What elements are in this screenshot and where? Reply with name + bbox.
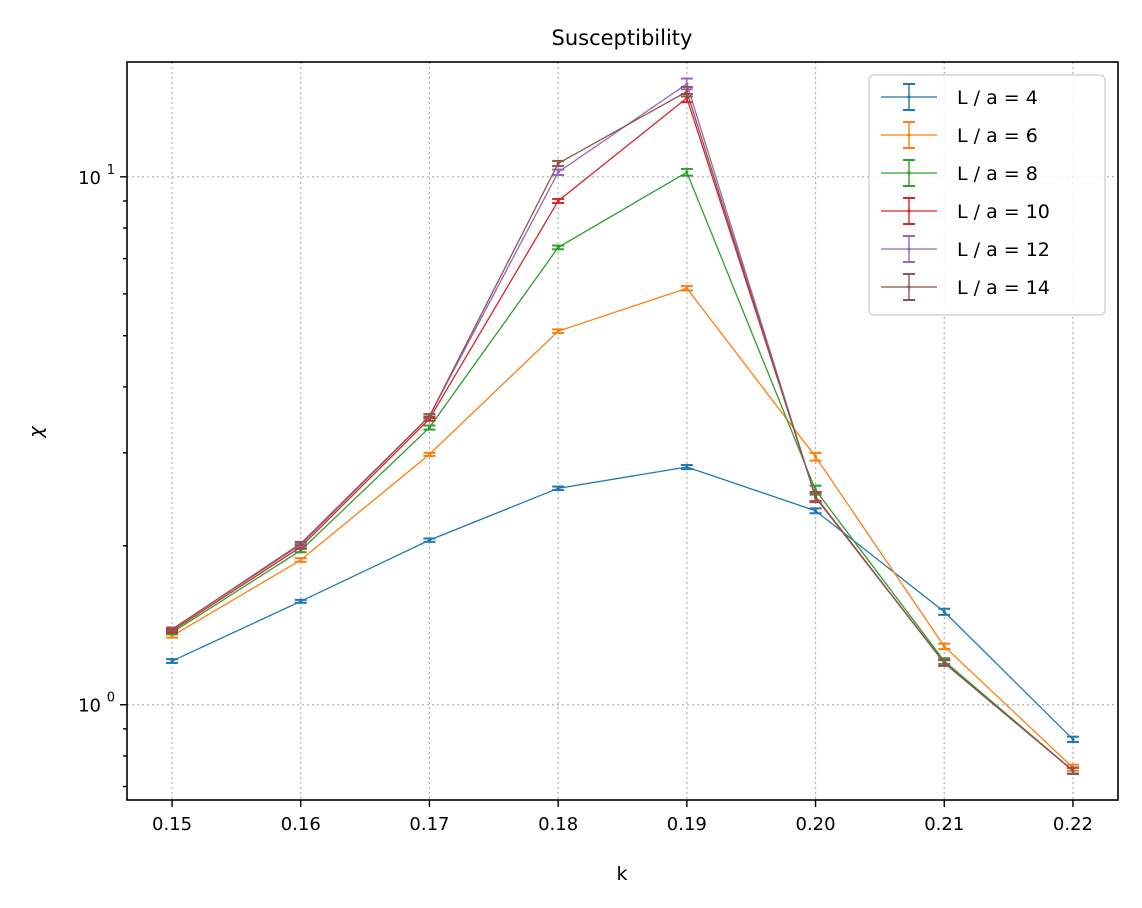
x-axis-label: k (616, 863, 627, 885)
data-point (556, 199, 560, 203)
y-tick-label: 10 (78, 696, 101, 717)
data-point (685, 82, 689, 86)
x-tick-label: 0.21 (924, 814, 964, 835)
data-point (685, 465, 689, 469)
data-point (556, 486, 560, 490)
x-tick-label: 0.18 (538, 814, 578, 835)
data-point (556, 161, 560, 166)
legend-marker (907, 285, 911, 289)
data-point (942, 610, 946, 614)
series-line (171, 90, 1074, 772)
data-point (685, 170, 689, 174)
data-point (942, 644, 946, 648)
y-tick-exponent: 0 (107, 691, 115, 706)
x-tick-label: 0.16 (281, 814, 321, 835)
data-point (556, 170, 560, 174)
legend-marker (907, 209, 911, 213)
data-point (1071, 737, 1075, 741)
data-point (427, 414, 432, 418)
y-tick-exponent: 1 (107, 163, 115, 178)
x-tick-label: 0.19 (667, 814, 707, 835)
legend-label: L / a = 12 (957, 239, 1050, 261)
plot-frame (126, 61, 1119, 801)
data-point (685, 90, 689, 94)
legend-label: L / a = 10 (957, 201, 1050, 223)
data-point (299, 558, 303, 562)
series (166, 285, 1079, 772)
x-axis-ticks: 0.15 0.16 0.17 0.18 0.19 0.20 0.21 0.22 (152, 800, 1093, 835)
data-point (942, 661, 946, 665)
legend-label: L / a = 4 (957, 87, 1038, 109)
data-point (299, 599, 303, 603)
series-line (171, 287, 1074, 769)
series (166, 85, 1079, 775)
y-tick-label: 10 (78, 168, 101, 189)
x-tick-label: 0.22 (1053, 814, 1093, 835)
data-point (427, 452, 432, 456)
data-point (170, 627, 174, 631)
data-point (556, 329, 560, 333)
series (166, 464, 1079, 743)
data-point (813, 509, 818, 513)
legend-marker (907, 95, 911, 99)
data-point (813, 455, 818, 459)
chart-title: Susceptibility (552, 26, 693, 50)
x-tick-label: 0.17 (409, 814, 449, 835)
data-point (556, 245, 560, 250)
legend-label: L / a = 8 (957, 163, 1038, 185)
data-point (427, 425, 432, 430)
legend-marker (907, 247, 911, 251)
legend-marker (907, 171, 911, 175)
series-line (171, 171, 1074, 772)
x-tick-label: 0.15 (152, 814, 192, 835)
legend-label: L / a = 14 (957, 277, 1050, 299)
legend: L / a = 4 L / a = 6 L / a = 8 L / a = 10 L /… (868, 74, 1106, 316)
y-axis-ticks: 10 0 10 1 (78, 163, 127, 788)
data-point (170, 659, 174, 663)
legend-marker (907, 133, 911, 137)
data-point (813, 488, 818, 492)
data-point (299, 541, 303, 546)
plot-series (166, 77, 1079, 775)
series-line (171, 466, 1074, 740)
data-point (1071, 769, 1075, 773)
legend-label: L / a = 6 (957, 125, 1038, 147)
data-point (685, 286, 689, 290)
x-tick-label: 0.20 (796, 814, 836, 835)
data-point (427, 538, 432, 542)
data-point (813, 495, 818, 500)
y-axis-label: χ (25, 426, 47, 439)
